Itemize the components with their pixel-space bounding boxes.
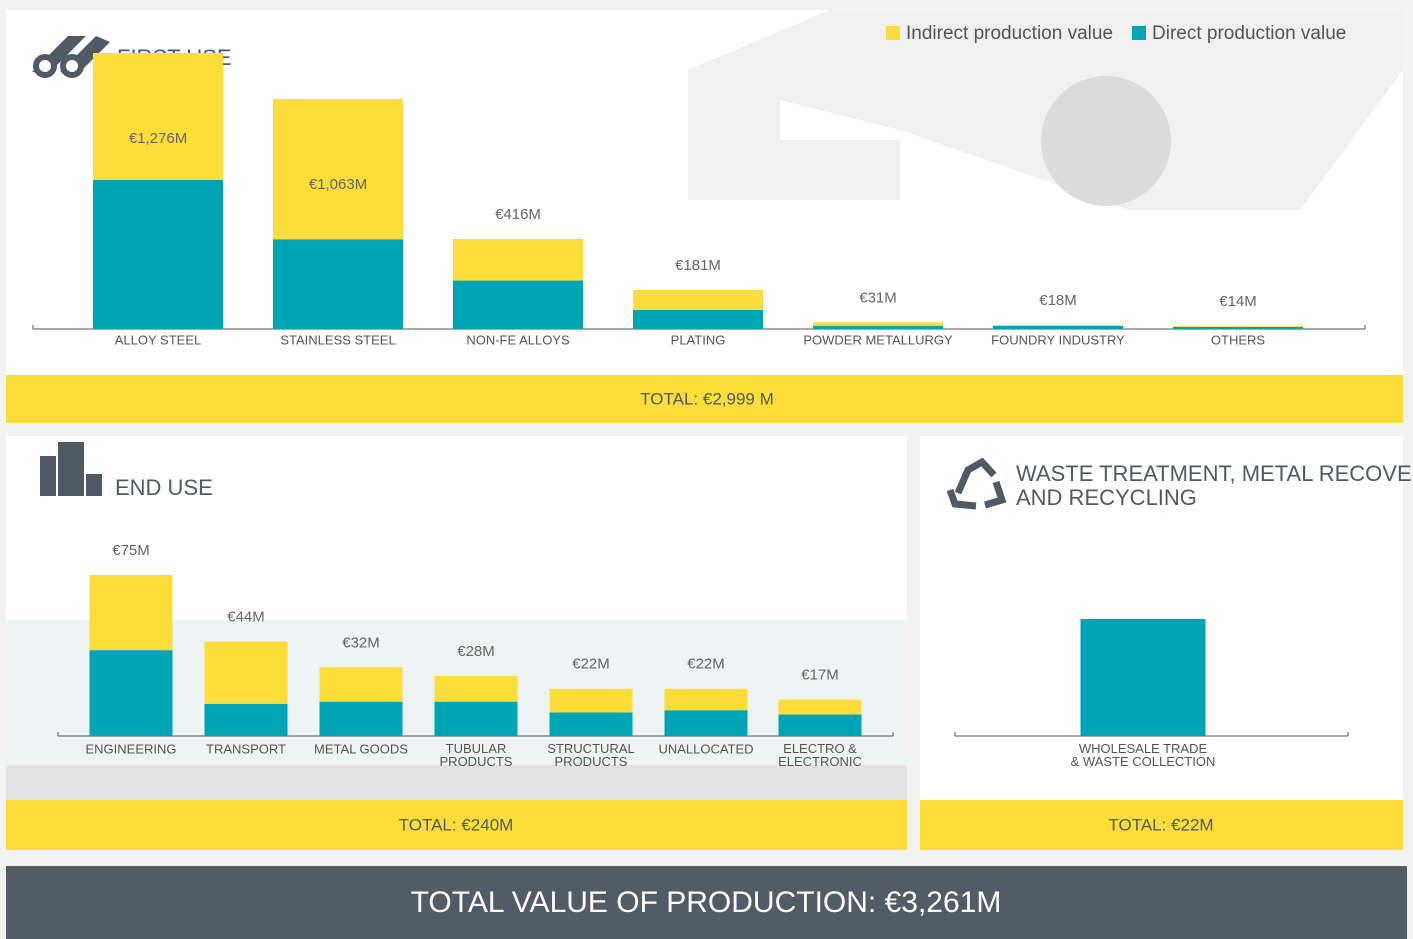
category-label: ALLOY STEEL xyxy=(115,332,201,347)
bar-segment xyxy=(453,281,583,329)
value-label: €22M xyxy=(572,656,610,673)
bar-segment xyxy=(993,326,1123,329)
bar-segment xyxy=(633,310,763,329)
bar-segment xyxy=(90,650,173,736)
category-label: TRANSPORT xyxy=(206,741,286,756)
bar-segment xyxy=(993,325,1123,326)
value-label: €416M xyxy=(495,206,541,223)
category-label: PLATING xyxy=(671,332,726,347)
bar-segment xyxy=(1173,327,1303,329)
category-label: STAINLESS STEEL xyxy=(280,332,395,347)
bar-segment xyxy=(665,689,748,710)
category-label: OTHERS xyxy=(1211,332,1266,347)
infographic: TOTAL: €2,999 M TOTAL: €240M TOTAL: €22M… xyxy=(0,0,1413,939)
value-label: €22M xyxy=(687,656,725,673)
legend-swatch xyxy=(1132,26,1146,40)
legend-label: Indirect production value xyxy=(906,23,1113,44)
category-label: NON-FE ALLOYS xyxy=(466,332,570,347)
category-label: UNALLOCATED xyxy=(658,741,753,756)
bar-segment xyxy=(779,715,862,736)
bar-segment xyxy=(550,689,633,713)
value-label: €17M xyxy=(801,666,839,683)
decoration xyxy=(1041,76,1171,206)
value-label: €75M xyxy=(112,542,150,559)
grand-total: TOTAL VALUE OF PRODUCTION: €3,261M xyxy=(411,886,1002,919)
bar-segment xyxy=(435,702,518,736)
bar-segment xyxy=(320,702,403,736)
value-label: €1,276M xyxy=(129,130,187,147)
value-label: €14M xyxy=(1219,293,1257,310)
bar-segment xyxy=(813,322,943,325)
value-label: €181M xyxy=(675,257,721,274)
bar-segment xyxy=(90,575,173,650)
value-label: €32M xyxy=(342,634,380,651)
bar-segment xyxy=(813,326,943,329)
bar-segment xyxy=(205,642,288,704)
bar-segment xyxy=(665,710,748,736)
bar-segment xyxy=(453,239,583,281)
bar-segment xyxy=(1081,619,1206,736)
bar-segment xyxy=(320,667,403,701)
bar-segment xyxy=(1173,326,1303,327)
value-label: €31M xyxy=(859,289,897,306)
bar-segment xyxy=(273,99,403,239)
bar-segment xyxy=(633,290,763,310)
bar-segment xyxy=(779,700,862,715)
category-label: ENGINEERING xyxy=(85,741,176,756)
chart-title: END USE xyxy=(115,475,213,500)
category-label: FOUNDRY INDUSTRY xyxy=(991,332,1125,347)
bar-segment xyxy=(273,239,403,329)
category-label: POWDER METALLURGY xyxy=(803,332,953,347)
total-label: TOTAL: €240M xyxy=(399,815,514,834)
bar-segment xyxy=(550,712,633,736)
legend-swatch xyxy=(886,26,900,40)
category-label: METAL GOODS xyxy=(314,741,408,756)
bar-segment xyxy=(93,180,223,329)
value-label: €44M xyxy=(227,609,265,626)
category-label: ELECTRO &ELECTRONIC xyxy=(778,741,862,769)
value-label: €1,063M xyxy=(309,176,367,193)
value-label: €18M xyxy=(1039,292,1077,309)
bar-segment xyxy=(205,704,288,736)
total-label: TOTAL: €22M xyxy=(1108,815,1213,834)
bar-segment xyxy=(93,53,223,180)
value-label: €28M xyxy=(457,643,495,660)
total-label: TOTAL: €2,999 M xyxy=(640,389,774,408)
legend-label: Direct production value xyxy=(1152,23,1346,44)
decoration xyxy=(6,765,907,800)
bar-segment xyxy=(435,676,518,702)
category-label: WHOLESALE TRADE& WASTE COLLECTION xyxy=(1071,741,1216,769)
